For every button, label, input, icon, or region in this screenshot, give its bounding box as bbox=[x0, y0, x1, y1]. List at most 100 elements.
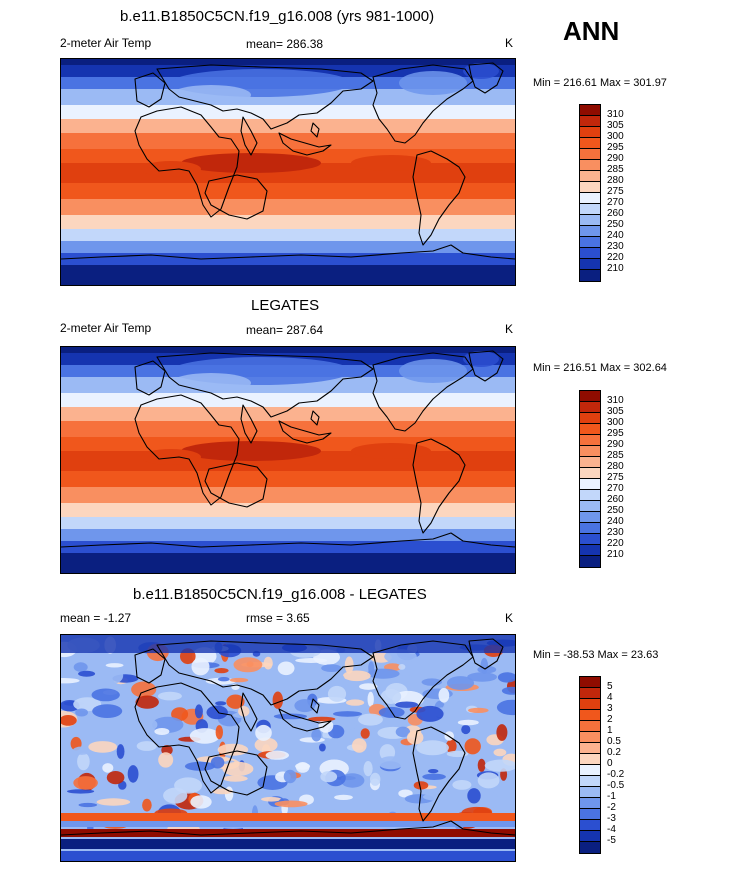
colorbar-tick-label: 305 bbox=[607, 406, 624, 417]
continent-outline bbox=[156, 352, 374, 418]
colorbar-swatch bbox=[580, 215, 600, 226]
colorbar-swatch bbox=[580, 468, 600, 479]
colorbar-swatch bbox=[580, 512, 600, 523]
difference-patch bbox=[413, 781, 429, 790]
difference-patch bbox=[255, 724, 272, 741]
difference-patch bbox=[137, 652, 145, 661]
difference-patch bbox=[363, 761, 373, 777]
difference-patch bbox=[62, 683, 77, 701]
colorbar-tick-label: 230 bbox=[607, 241, 624, 252]
difference-patch bbox=[158, 752, 174, 768]
difference-patch bbox=[119, 660, 140, 669]
temperature-band bbox=[61, 133, 515, 149]
difference-patch bbox=[96, 798, 131, 806]
colorbar-swatch bbox=[580, 534, 600, 545]
difference-patch bbox=[496, 699, 515, 716]
colorbar-tick-label: 0.5 bbox=[607, 736, 621, 747]
colorbar-tick-label: 275 bbox=[607, 472, 624, 483]
colorbar-tick-label: 240 bbox=[607, 516, 624, 527]
colorbar-swatch bbox=[580, 171, 600, 182]
season-label: ANN bbox=[563, 16, 620, 46]
colorbar-swatch bbox=[580, 248, 600, 259]
difference-patch bbox=[294, 699, 316, 713]
difference-patch bbox=[61, 715, 77, 726]
difference-patch bbox=[88, 741, 118, 753]
difference-patch bbox=[308, 716, 336, 722]
difference-patch bbox=[332, 711, 363, 717]
difference-patch bbox=[67, 789, 95, 794]
colorbar-tick-label: -5 bbox=[607, 835, 616, 846]
temperature-band bbox=[61, 487, 515, 503]
colorbar-tick-label: 310 bbox=[607, 395, 624, 406]
colorbar-swatch bbox=[580, 820, 600, 831]
colorbar-swatch bbox=[580, 413, 600, 424]
difference-patch bbox=[407, 730, 424, 745]
difference-patch bbox=[222, 775, 248, 782]
colorbar-tick-label: -2 bbox=[607, 802, 616, 813]
temperature-band bbox=[61, 229, 515, 241]
continent-outline bbox=[310, 698, 320, 714]
colorbar-swatch bbox=[580, 556, 600, 567]
colorbar-tick-label: 3 bbox=[607, 703, 613, 714]
difference-patch bbox=[477, 665, 497, 674]
panel-1-map-svg bbox=[61, 59, 515, 285]
difference-patch bbox=[157, 691, 182, 701]
colorbar-tick-label: 220 bbox=[607, 538, 624, 549]
colorbar-swatch bbox=[580, 688, 600, 699]
continent-outline bbox=[134, 394, 240, 506]
colorbar-tick-label: -0.5 bbox=[607, 780, 625, 791]
colorbar-swatch bbox=[580, 391, 600, 402]
colorbar-swatch bbox=[580, 226, 600, 237]
difference-patch bbox=[422, 792, 457, 801]
warm-pool bbox=[181, 153, 321, 173]
continent-outline bbox=[134, 360, 166, 396]
difference-patch bbox=[131, 681, 157, 698]
difference-stripe bbox=[61, 829, 515, 837]
warm-pool bbox=[351, 155, 431, 171]
colorbar-swatch bbox=[580, 787, 600, 798]
colorbar-swatch bbox=[580, 798, 600, 809]
panel-3-rmse-label: rmse = 3.65 bbox=[246, 611, 310, 625]
difference-patch bbox=[327, 685, 347, 702]
difference-patch bbox=[367, 691, 374, 707]
temperature-band bbox=[61, 199, 515, 215]
difference-stripe bbox=[61, 813, 515, 821]
continent-outline bbox=[278, 708, 332, 732]
difference-stripe bbox=[61, 839, 515, 849]
antarctica-field bbox=[61, 553, 515, 573]
difference-patch bbox=[215, 701, 227, 706]
difference-patch bbox=[395, 726, 411, 738]
difference-patch bbox=[91, 688, 120, 702]
difference-patch bbox=[190, 795, 212, 809]
temperature-band bbox=[61, 471, 515, 487]
difference-patch bbox=[464, 738, 481, 755]
cold-region bbox=[463, 351, 499, 367]
colorbar-swatch bbox=[580, 182, 600, 193]
difference-patch bbox=[467, 672, 497, 682]
continent-outline bbox=[240, 116, 258, 156]
difference-patch bbox=[319, 743, 326, 752]
difference-patch bbox=[395, 701, 419, 708]
colorbar-tick-label: 230 bbox=[607, 527, 624, 538]
panel-3-map bbox=[60, 634, 516, 862]
colorbar-tick-label: -3 bbox=[607, 813, 616, 824]
difference-patch bbox=[438, 688, 450, 703]
temperature-band bbox=[61, 407, 515, 421]
panel-3-mean-label: mean = -1.27 bbox=[60, 611, 132, 625]
continent-outline bbox=[468, 350, 504, 382]
difference-patch bbox=[174, 777, 203, 794]
difference-patch bbox=[461, 694, 479, 705]
panel-1-units-label: K bbox=[505, 36, 514, 50]
colorbar-tick-label: 220 bbox=[607, 252, 624, 263]
panel-2-map-svg bbox=[61, 347, 515, 573]
colorbar-tick-label: 210 bbox=[607, 263, 624, 274]
difference-patch bbox=[446, 750, 469, 758]
panel-2-units-label: K bbox=[505, 322, 514, 336]
cold-region bbox=[399, 71, 467, 95]
colorbar-tick-label: -4 bbox=[607, 824, 616, 835]
difference-patch bbox=[135, 695, 159, 709]
difference-patch bbox=[215, 725, 223, 740]
colorbar-tick-label: 280 bbox=[607, 461, 624, 472]
difference-patch bbox=[142, 798, 152, 812]
difference-patch bbox=[265, 750, 289, 760]
